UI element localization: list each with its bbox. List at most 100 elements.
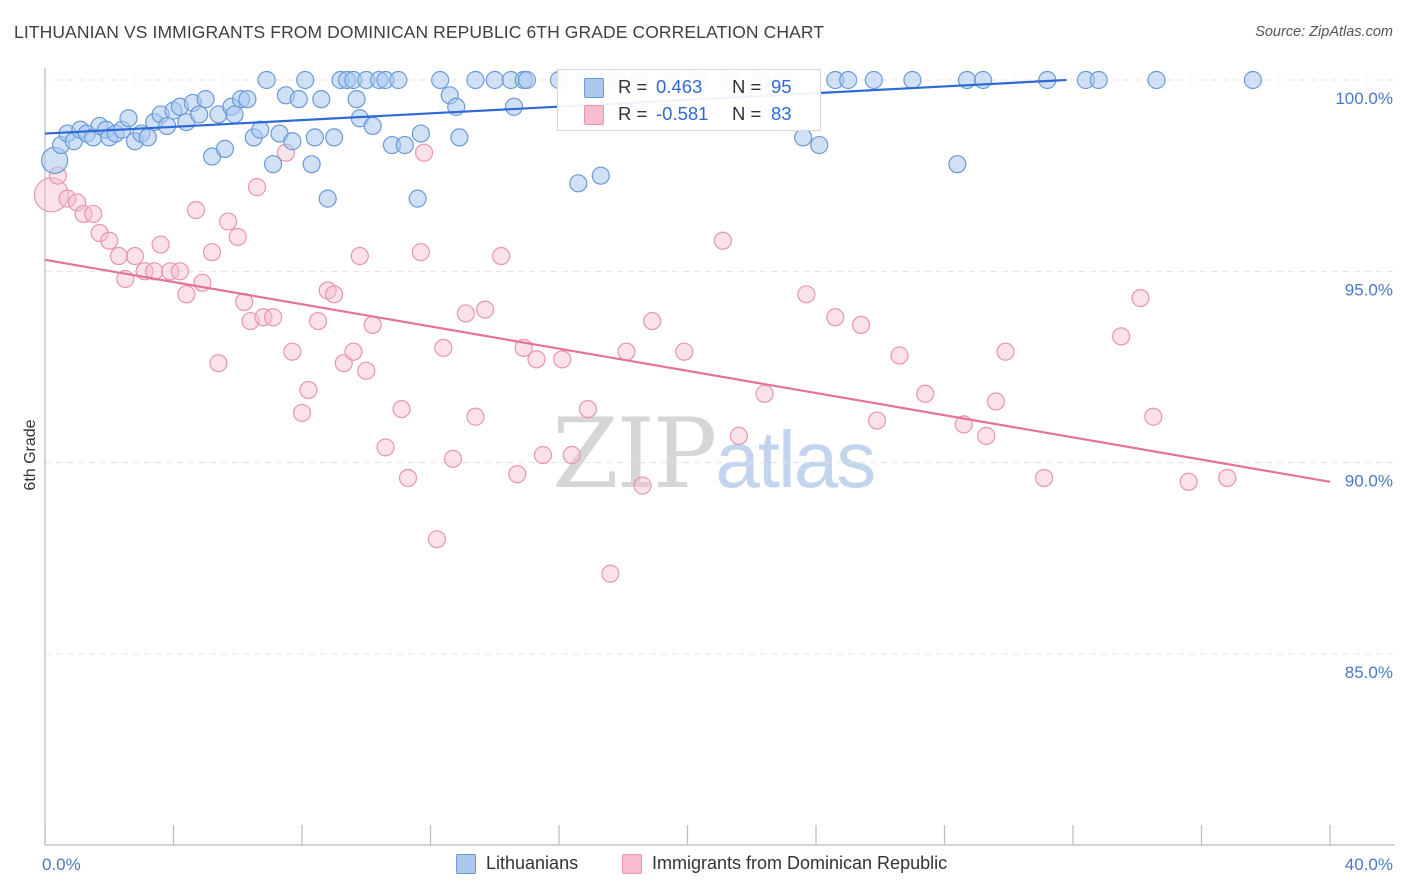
point-dominican <box>1218 468 1237 488</box>
trend-lines <box>44 78 1331 483</box>
point-lithuanians <box>948 155 967 174</box>
point-dominican <box>151 235 170 254</box>
point-lithuanians <box>318 189 337 208</box>
point-dominican <box>1034 468 1054 488</box>
point-dominican <box>263 308 283 327</box>
point-dominican <box>177 285 196 304</box>
point-lithuanians <box>504 97 524 116</box>
point-dominican <box>170 262 190 281</box>
point-dominican <box>299 380 318 400</box>
point-dominican <box>392 399 411 419</box>
point-dominican <box>376 438 395 457</box>
point-dominican <box>427 530 447 549</box>
point-lithuanians <box>389 70 408 90</box>
point-lithuanians <box>289 90 308 109</box>
watermark-zip: ZIP <box>552 398 717 510</box>
x-tick-label: 0.0% <box>42 855 81 874</box>
point-lithuanians <box>215 139 234 158</box>
correlation-legend: R = 0.463 N = 95 R = -0.581 N = 83 <box>557 69 821 131</box>
point-lithuanians <box>1243 70 1263 90</box>
point-dominican <box>508 465 527 484</box>
x-tick-label: 40.0% <box>1345 855 1393 874</box>
point-dominican <box>527 350 546 369</box>
point-lithuanians <box>347 90 366 109</box>
point-lithuanians <box>810 135 829 155</box>
point-dominican <box>456 304 475 323</box>
point-lithuanians <box>263 155 283 174</box>
point-dominican <box>434 338 453 357</box>
point-dominican <box>476 300 495 319</box>
y-tick-label: 90.0% <box>1345 472 1393 491</box>
point-lithuanians <box>119 109 138 128</box>
legend-n-label: N = <box>732 76 762 97</box>
point-dominican <box>986 392 1006 411</box>
point-dominican <box>186 201 206 220</box>
point-lithuanians <box>411 124 430 143</box>
point-lithuanians <box>251 120 270 139</box>
point-lithuanians <box>296 70 315 90</box>
point-dominican <box>466 407 485 426</box>
point-lithuanians <box>569 174 588 193</box>
point-lithuanians <box>864 70 883 90</box>
point-lithuanians <box>363 116 382 136</box>
point-dominican <box>398 468 418 488</box>
grid-lines <box>45 79 1395 655</box>
point-lithuanians <box>408 189 427 208</box>
point-dominican <box>533 445 553 465</box>
point-dominican <box>851 315 871 335</box>
point-dominican <box>247 178 267 197</box>
trend-line-dominican <box>44 258 1331 483</box>
point-dominican <box>58 189 77 208</box>
point-dominican <box>350 246 369 266</box>
point-dominican <box>977 426 996 445</box>
legend-label-dominican: Immigrants from Dominican Republic <box>652 853 948 873</box>
point-dominican <box>601 564 620 583</box>
point-dominican <box>1131 289 1150 308</box>
point-lithuanians <box>395 135 414 155</box>
y-axis-title: 6th Grade <box>22 419 39 490</box>
point-dominican <box>1144 407 1163 426</box>
point-lithuanians <box>973 70 993 90</box>
point-dominican <box>308 311 328 331</box>
point-lithuanians <box>305 128 324 147</box>
point-dominican <box>161 262 180 281</box>
series-legend: Lithuanians Immigrants from Dominican Re… <box>456 852 1016 876</box>
point-dominican <box>254 308 273 327</box>
point-lithuanians <box>431 70 450 90</box>
point-lithuanians <box>1089 70 1108 90</box>
point-dominican <box>90 223 109 243</box>
point-dominican <box>916 384 935 403</box>
legend-n-value: 83 <box>771 103 792 124</box>
series-lithuanians <box>41 70 1263 208</box>
point-dominican <box>492 246 511 266</box>
y-tick-label: 100.0% <box>1335 89 1393 108</box>
point-lithuanians <box>302 155 321 174</box>
point-lithuanians <box>1147 70 1166 90</box>
point-dominican <box>84 204 103 224</box>
legend-r-value: 0.463 <box>656 76 703 97</box>
point-dominican <box>633 476 652 495</box>
point-lithuanians <box>450 128 469 147</box>
legend-swatch-pink <box>584 105 604 125</box>
point-dominican <box>826 308 845 327</box>
point-dominican <box>713 231 732 250</box>
point-lithuanians <box>794 128 813 147</box>
legend-label-lithuanians: Lithuanians <box>486 853 579 873</box>
legend-n-value: 95 <box>771 76 792 97</box>
watermark: ZIPatlas <box>552 398 876 510</box>
legend-row-dominican: R = -0.581 N = 83 <box>558 101 820 127</box>
point-dominican <box>414 143 434 162</box>
legend-swatch-lithuanians <box>456 854 476 874</box>
point-dominican <box>996 342 1015 361</box>
legend-row-lithuanians: R = 0.463 N = 95 <box>558 74 820 100</box>
point-dominican <box>357 361 376 380</box>
point-dominican <box>109 246 128 266</box>
point-dominican <box>202 243 222 262</box>
axes <box>44 68 1395 846</box>
watermark-atlas: atlas <box>715 415 876 504</box>
point-dominican <box>617 342 636 361</box>
point-lithuanians <box>190 105 209 124</box>
legend-r-value: -0.581 <box>656 103 709 124</box>
trend-line-lithuanians <box>44 78 1067 135</box>
